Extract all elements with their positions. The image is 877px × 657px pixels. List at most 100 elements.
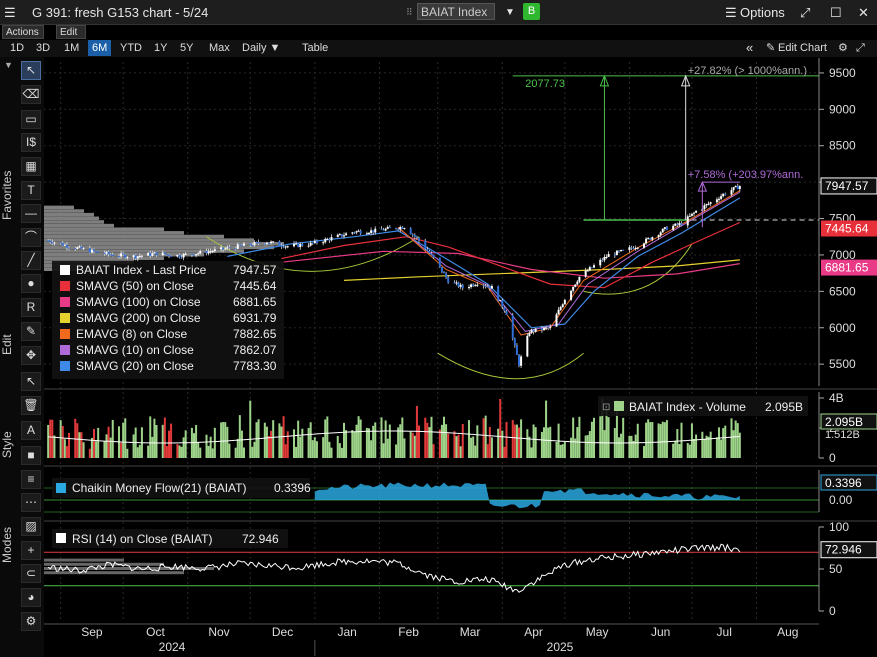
price-candle [384, 228, 387, 231]
settings-gear-icon[interactable]: ⚙ [21, 612, 41, 631]
diagonal-pattern-icon[interactable]: ▨ [21, 517, 41, 536]
chart-area[interactable]: Sep Oct Nov Dec Jan Feb Mar Apr May Jun Jul Aug 2024… [0, 57, 877, 657]
table-button[interactable]: Table [302, 42, 329, 54]
volume-bar [126, 448, 129, 458]
price-candle [293, 243, 295, 247]
maximize-icon[interactable]: ☐ [830, 5, 842, 20]
text-icon[interactable]: T [21, 181, 41, 200]
magnet-icon[interactable]: ⊂ [21, 564, 41, 583]
volume-bar [395, 444, 398, 458]
font-size-icon[interactable]: A [21, 421, 41, 440]
actions-menu[interactable]: Actions ▼ [2, 25, 44, 51]
volume-bar [649, 422, 652, 458]
chart-settings-icon[interactable]: ⚙ [838, 42, 848, 54]
curve-icon[interactable]: ⌒ [21, 228, 41, 247]
range-button-1y[interactable]: 1Y [154, 42, 168, 54]
move-icon[interactable]: ✥ [21, 346, 41, 365]
volume-bar [161, 424, 164, 458]
volume-bar [628, 435, 631, 458]
price-candle [184, 253, 187, 255]
edit-menu[interactable]: Edit ▼ [56, 25, 86, 51]
edit-chart-button[interactable]: Edit Chart [778, 42, 827, 54]
price-candle [209, 251, 212, 253]
range-button-6m[interactable]: 6M [88, 40, 112, 56]
dollar-annotation-icon[interactable]: I$ [21, 133, 41, 152]
popout-icon[interactable]: ⤢ [800, 5, 811, 20]
rsi-layer [44, 543, 819, 593]
circle-icon[interactable]: ● [21, 274, 41, 293]
options-button[interactable]: Options [740, 5, 785, 20]
price-candle [720, 196, 723, 199]
price-candle [628, 247, 631, 250]
price-candle [51, 242, 54, 244]
collapse-icon[interactable]: « [746, 40, 754, 55]
legend-label: SMAVG (50) on Close [76, 279, 194, 293]
price-candle [505, 311, 508, 315]
range-button-ytd[interactable]: YTD [120, 42, 142, 54]
ticker-dropdown-chevron-icon[interactable]: ▼ [505, 7, 515, 18]
legend-swatch [60, 297, 70, 307]
calendar-icon[interactable]: ▦ [21, 157, 41, 176]
volume-bar [138, 444, 141, 458]
eraser-icon[interactable]: ⌫ [21, 85, 41, 104]
window-menu-icon[interactable]: ☰ [4, 5, 16, 20]
ticker-input[interactable]: BAIAT Index [417, 3, 495, 20]
r-annotation-icon[interactable]: R [21, 298, 41, 317]
volume-bar [147, 445, 150, 458]
range-button-1d[interactable]: 1D [10, 42, 25, 54]
expand-icon[interactable]: ⤢ [856, 42, 865, 54]
pencil-icon[interactable]: ✎ [21, 322, 41, 341]
cursor-plus-icon[interactable]: ↖ [21, 372, 41, 391]
options-menu-icon[interactable]: ☰ [725, 5, 737, 20]
pointer-icon[interactable]: ↖ [21, 61, 41, 80]
price-candle [432, 254, 435, 258]
range-button-1m[interactable]: 1M [64, 42, 80, 54]
range-button-5y[interactable]: 5Y [180, 42, 194, 54]
volume-profile-bar [44, 231, 184, 235]
crosshair-icon[interactable]: + [21, 541, 41, 560]
price-candle [643, 243, 645, 248]
volume-bar [178, 445, 181, 458]
volume-bar [707, 436, 710, 458]
fill-color-icon[interactable]: ■ [21, 446, 41, 465]
palette-icon[interactable]: ◕ [21, 588, 41, 607]
rsi-legend-swatch [56, 533, 66, 543]
volume-bar [665, 420, 668, 458]
price-candle [309, 242, 312, 246]
volume-bar [195, 425, 198, 458]
price-candle [182, 254, 185, 258]
volume-bar [411, 432, 414, 458]
range-button-3d[interactable]: 3D [36, 42, 51, 54]
price-candle [732, 187, 735, 191]
price-candle [147, 252, 150, 256]
price-candle [180, 257, 183, 259]
price-candle [613, 254, 616, 256]
volume-bar [409, 431, 412, 458]
price-candle [674, 223, 677, 226]
legend-label: SMAVG (20) on Close [76, 359, 194, 373]
horizontal-line-icon[interactable]: — [21, 204, 41, 223]
interval-dropdown[interactable]: Daily ▼ [242, 42, 281, 54]
price-candle [224, 248, 227, 250]
legend-value: 7882.65 [233, 327, 277, 341]
trend-line-icon[interactable]: ╱ [21, 251, 41, 270]
volume-bar [272, 420, 275, 458]
close-icon[interactable]: ✕ [858, 5, 869, 20]
volume-bar [307, 427, 310, 458]
price-candle [561, 304, 564, 308]
volume-bar [93, 428, 95, 458]
volume-bar [107, 426, 110, 458]
line-style-icon[interactable]: ⋯ [21, 493, 41, 512]
volume-bar [722, 428, 725, 458]
cmf-tag: 0.3396 [825, 476, 862, 490]
range-button-max[interactable]: Max [209, 42, 230, 54]
rsi-legend-value: 72.946 [242, 532, 279, 546]
edit-chart-pencil-icon[interactable]: ✎ [766, 42, 776, 54]
rectangle-icon[interactable]: ▭ [21, 110, 41, 129]
trash-icon[interactable]: 🗑 [21, 396, 41, 415]
drag-handle-icon[interactable]: ⠿ [406, 7, 413, 17]
cmf-legend-swatch [56, 483, 66, 493]
sidebar-collapse-icon[interactable]: ▼ [4, 60, 13, 70]
ticker-badge[interactable]: B [523, 3, 540, 20]
line-weight-icon[interactable]: ≡ [21, 470, 41, 489]
